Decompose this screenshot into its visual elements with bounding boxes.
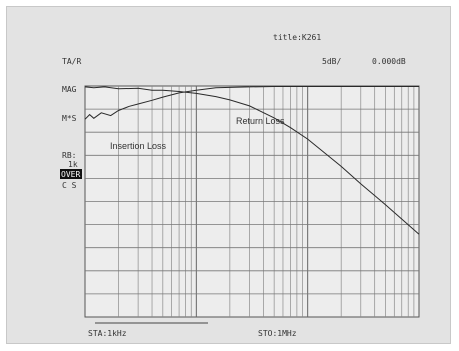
stop-frequency: STO:1MHz [258, 329, 297, 338]
start-frequency: STA:1kHz [88, 329, 127, 338]
chart-title: title:K261 [273, 33, 321, 42]
scale-label: 5dB/ [322, 57, 341, 66]
return-loss-annotation: Return Loss [236, 116, 285, 126]
insertion-loss-trace [84, 86, 419, 120]
mode-label: TA/R [62, 57, 81, 66]
rb-value: 1k [68, 160, 78, 169]
reference-label: 0.000dB [372, 57, 406, 66]
plot-area [84, 85, 420, 318]
plot-grid [85, 86, 419, 317]
mag-label: MAG [62, 85, 77, 94]
series-layer [84, 86, 420, 235]
rb-label: RB: [62, 151, 76, 160]
ms-label: M*S [62, 114, 77, 123]
over-label: OVER [61, 170, 80, 179]
return-loss-trace [84, 86, 420, 235]
cs-label: C S [62, 181, 77, 190]
insertion-loss-annotation: Insertion Loss [110, 141, 167, 151]
over-badge [60, 169, 82, 179]
